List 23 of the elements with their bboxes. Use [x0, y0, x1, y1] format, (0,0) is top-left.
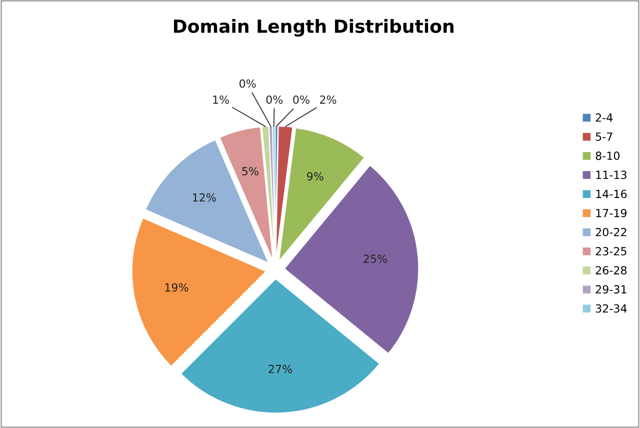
legend-label: 32-34	[596, 304, 627, 313]
legend-label: 14-16	[596, 190, 627, 198]
legend-label: 8-10	[596, 152, 620, 160]
legend-label: 11-13	[596, 170, 626, 180]
data-label: 25%	[364, 254, 387, 264]
legend-label: 29-31	[596, 285, 626, 294]
chart-title: Domain Length Distribution	[174, 19, 454, 37]
legend-label: 2-4	[596, 113, 613, 122]
legend-label: 23-25	[596, 246, 626, 256]
data-label: 2%	[320, 95, 336, 104]
legend-label: 26-28	[596, 266, 627, 274]
data-label: 0%	[293, 95, 310, 104]
legend-label: 20-22	[596, 228, 626, 236]
data-label: 19%	[165, 283, 188, 292]
data-label: 9%	[307, 172, 324, 181]
legend-label: 5-7	[596, 132, 612, 141]
data-label: 1%	[213, 95, 229, 104]
data-label: 5%	[242, 167, 258, 176]
data-label: 0%	[239, 79, 256, 88]
data-label: 12%	[192, 193, 216, 202]
data-label: 27%	[268, 364, 292, 374]
legend-label: 17-19	[596, 208, 627, 218]
data-label: 0%	[266, 95, 283, 104]
